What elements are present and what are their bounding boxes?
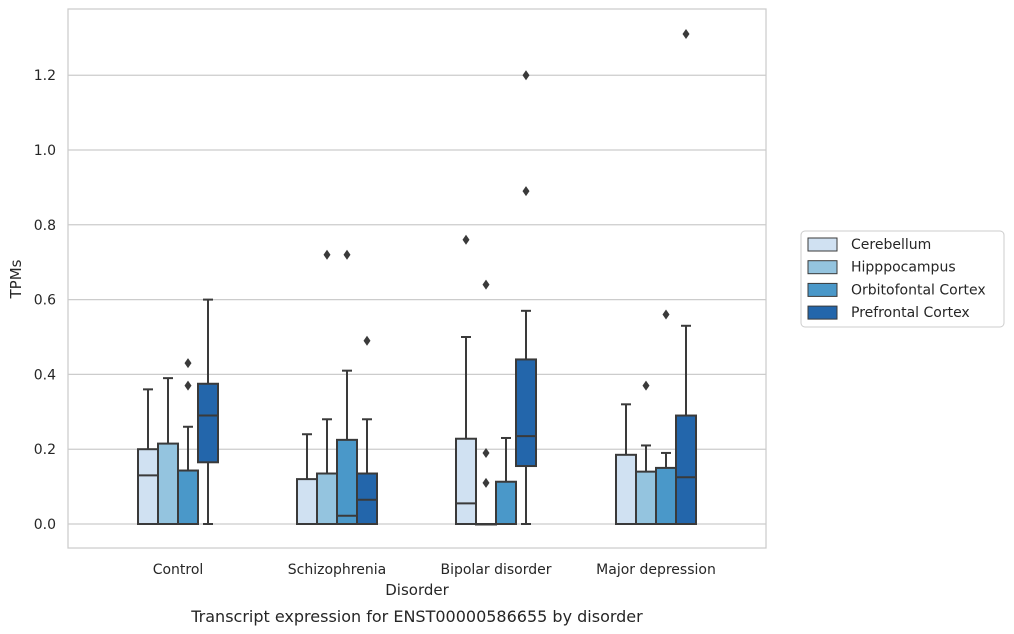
box-body [157,442,179,525]
outlier-point [462,234,470,245]
box-prefrontal-cortex [197,298,219,525]
box-orbitofontal-cortex [177,358,199,526]
outlier-point [662,309,670,320]
x-axis-label: Disorder [385,581,449,599]
outlier-point [482,447,490,458]
y-tick-label: 0.4 [34,367,56,383]
outlier-point [522,70,530,81]
box-body [197,382,219,464]
legend: Cerebellum Hipppocampus Orbitofontal Corte… [800,230,1005,328]
box-body [316,472,338,526]
legend-frame [800,230,1005,328]
box-prefrontal-cortex [515,70,537,525]
box-body [455,437,477,525]
legend-label: Prefrontal Cortex [851,305,970,321]
chart-caption: Transcript expression for ENST0000058665… [190,607,643,626]
outlier-point [363,335,371,346]
outlier-point [343,249,351,260]
y-tick-label: 1.0 [34,143,56,159]
box-cerebellum [137,388,159,526]
outlier-point [642,380,650,391]
box-hipppocampus [475,279,497,526]
box-body [336,438,358,526]
box-cerebellum [296,433,318,525]
y-tick-label: 0.6 [34,293,56,309]
y-tick-label: 0.2 [34,442,56,458]
outlier-point [184,358,192,369]
y-tick-label: 1.2 [34,68,56,84]
plot-frame [67,8,767,549]
box-orbitofontal-cortex [336,249,358,526]
y-axis-ticks: 0.0 0.2 0.4 0.6 0.8 1.0 1.2 [34,68,56,533]
box-orbitofontal-cortex [655,309,677,525]
legend-label: Cerebellum [851,237,931,253]
outlier-point [184,380,192,391]
outlier-point [522,186,530,197]
legend-swatch [807,260,838,275]
box-body [655,466,677,525]
plot-background [68,9,766,548]
outlier-point [682,29,690,40]
box-cerebellum [455,234,477,525]
box-body [296,478,318,525]
x-tick-label: Control [153,562,204,578]
box-orbitofontal-cortex [495,436,517,526]
x-tick-label: Major depression [596,562,716,578]
legend-swatch [807,305,838,320]
box-body [635,470,657,526]
outlier-point [482,477,490,488]
y-tick-label: 0.8 [34,218,56,234]
x-axis-ticks: Control Schizophrenia Bipolar disorder Majo… [153,562,716,578]
y-tick-label: 0.0 [34,517,56,533]
box-body [495,480,517,526]
x-tick-label: Bipolar disorder [440,562,551,578]
legend-label: Hipppocampus [851,260,956,276]
legend-swatch [807,282,838,297]
box-groups [137,29,697,526]
box-body [137,448,159,526]
box-prefrontal-cortex [356,335,378,526]
box-body [515,358,537,468]
box-body [177,469,199,526]
legend-swatch [807,237,838,252]
x-tick-label: Schizophrenia [288,562,386,578]
box-body [675,414,697,526]
y-axis-label: TPMs [7,259,25,299]
box-prefrontal-cortex [675,29,697,526]
outlier-point [482,279,490,290]
outlier-point [323,249,331,260]
box-body [615,453,637,525]
legend-label: Orbitofontal Cortex [851,282,986,298]
